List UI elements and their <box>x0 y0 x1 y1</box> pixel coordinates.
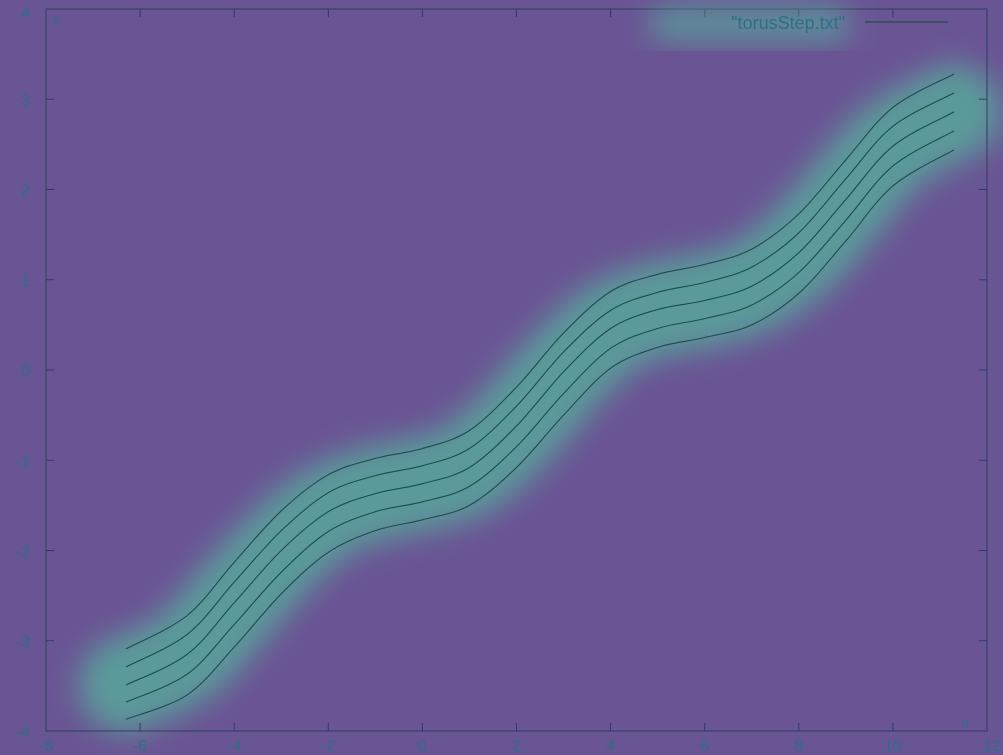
series-curve-2 <box>125 92 955 668</box>
x-tick-label: 4 <box>606 738 615 755</box>
x-tick-label: 0 <box>418 738 427 755</box>
y-tick-label: 1 <box>21 273 30 290</box>
x-tick-label: 6 <box>700 738 709 755</box>
x-tick-label: 12 <box>983 738 1001 755</box>
series-lines-layer <box>125 73 955 720</box>
y-tick-label: 4 <box>21 5 30 22</box>
y-tick-label: -3 <box>16 634 30 651</box>
y-axis-label: v <box>53 10 60 26</box>
x-tick-label: -2 <box>321 738 335 755</box>
series-curve-1 <box>125 73 955 650</box>
legend-glow <box>650 5 850 43</box>
y-tick-label: 3 <box>21 92 30 109</box>
x-tick-label: -4 <box>227 738 241 755</box>
x-tick-label: 8 <box>794 738 803 755</box>
y-tick-label: 2 <box>21 183 30 200</box>
x-tick-label: -6 <box>133 738 147 755</box>
legend-entry-label: "torusStep.txt" <box>731 13 845 33</box>
y-tick-label: -1 <box>16 453 30 470</box>
x-tick-label: 10 <box>884 738 902 755</box>
y-tick-label: -2 <box>16 544 30 561</box>
y-tick-label: 0 <box>21 363 30 380</box>
y-tick-label: -4 <box>16 724 30 741</box>
x-tick-label: -8 <box>39 738 53 755</box>
series-curve-5 <box>125 149 955 720</box>
series-curve-3 <box>125 111 955 686</box>
x-axis-label: u <box>961 714 969 730</box>
x-tick-label: 2 <box>512 738 521 755</box>
series-curve-4 <box>125 130 955 703</box>
legend: "torusStep.txt" <box>650 5 948 43</box>
